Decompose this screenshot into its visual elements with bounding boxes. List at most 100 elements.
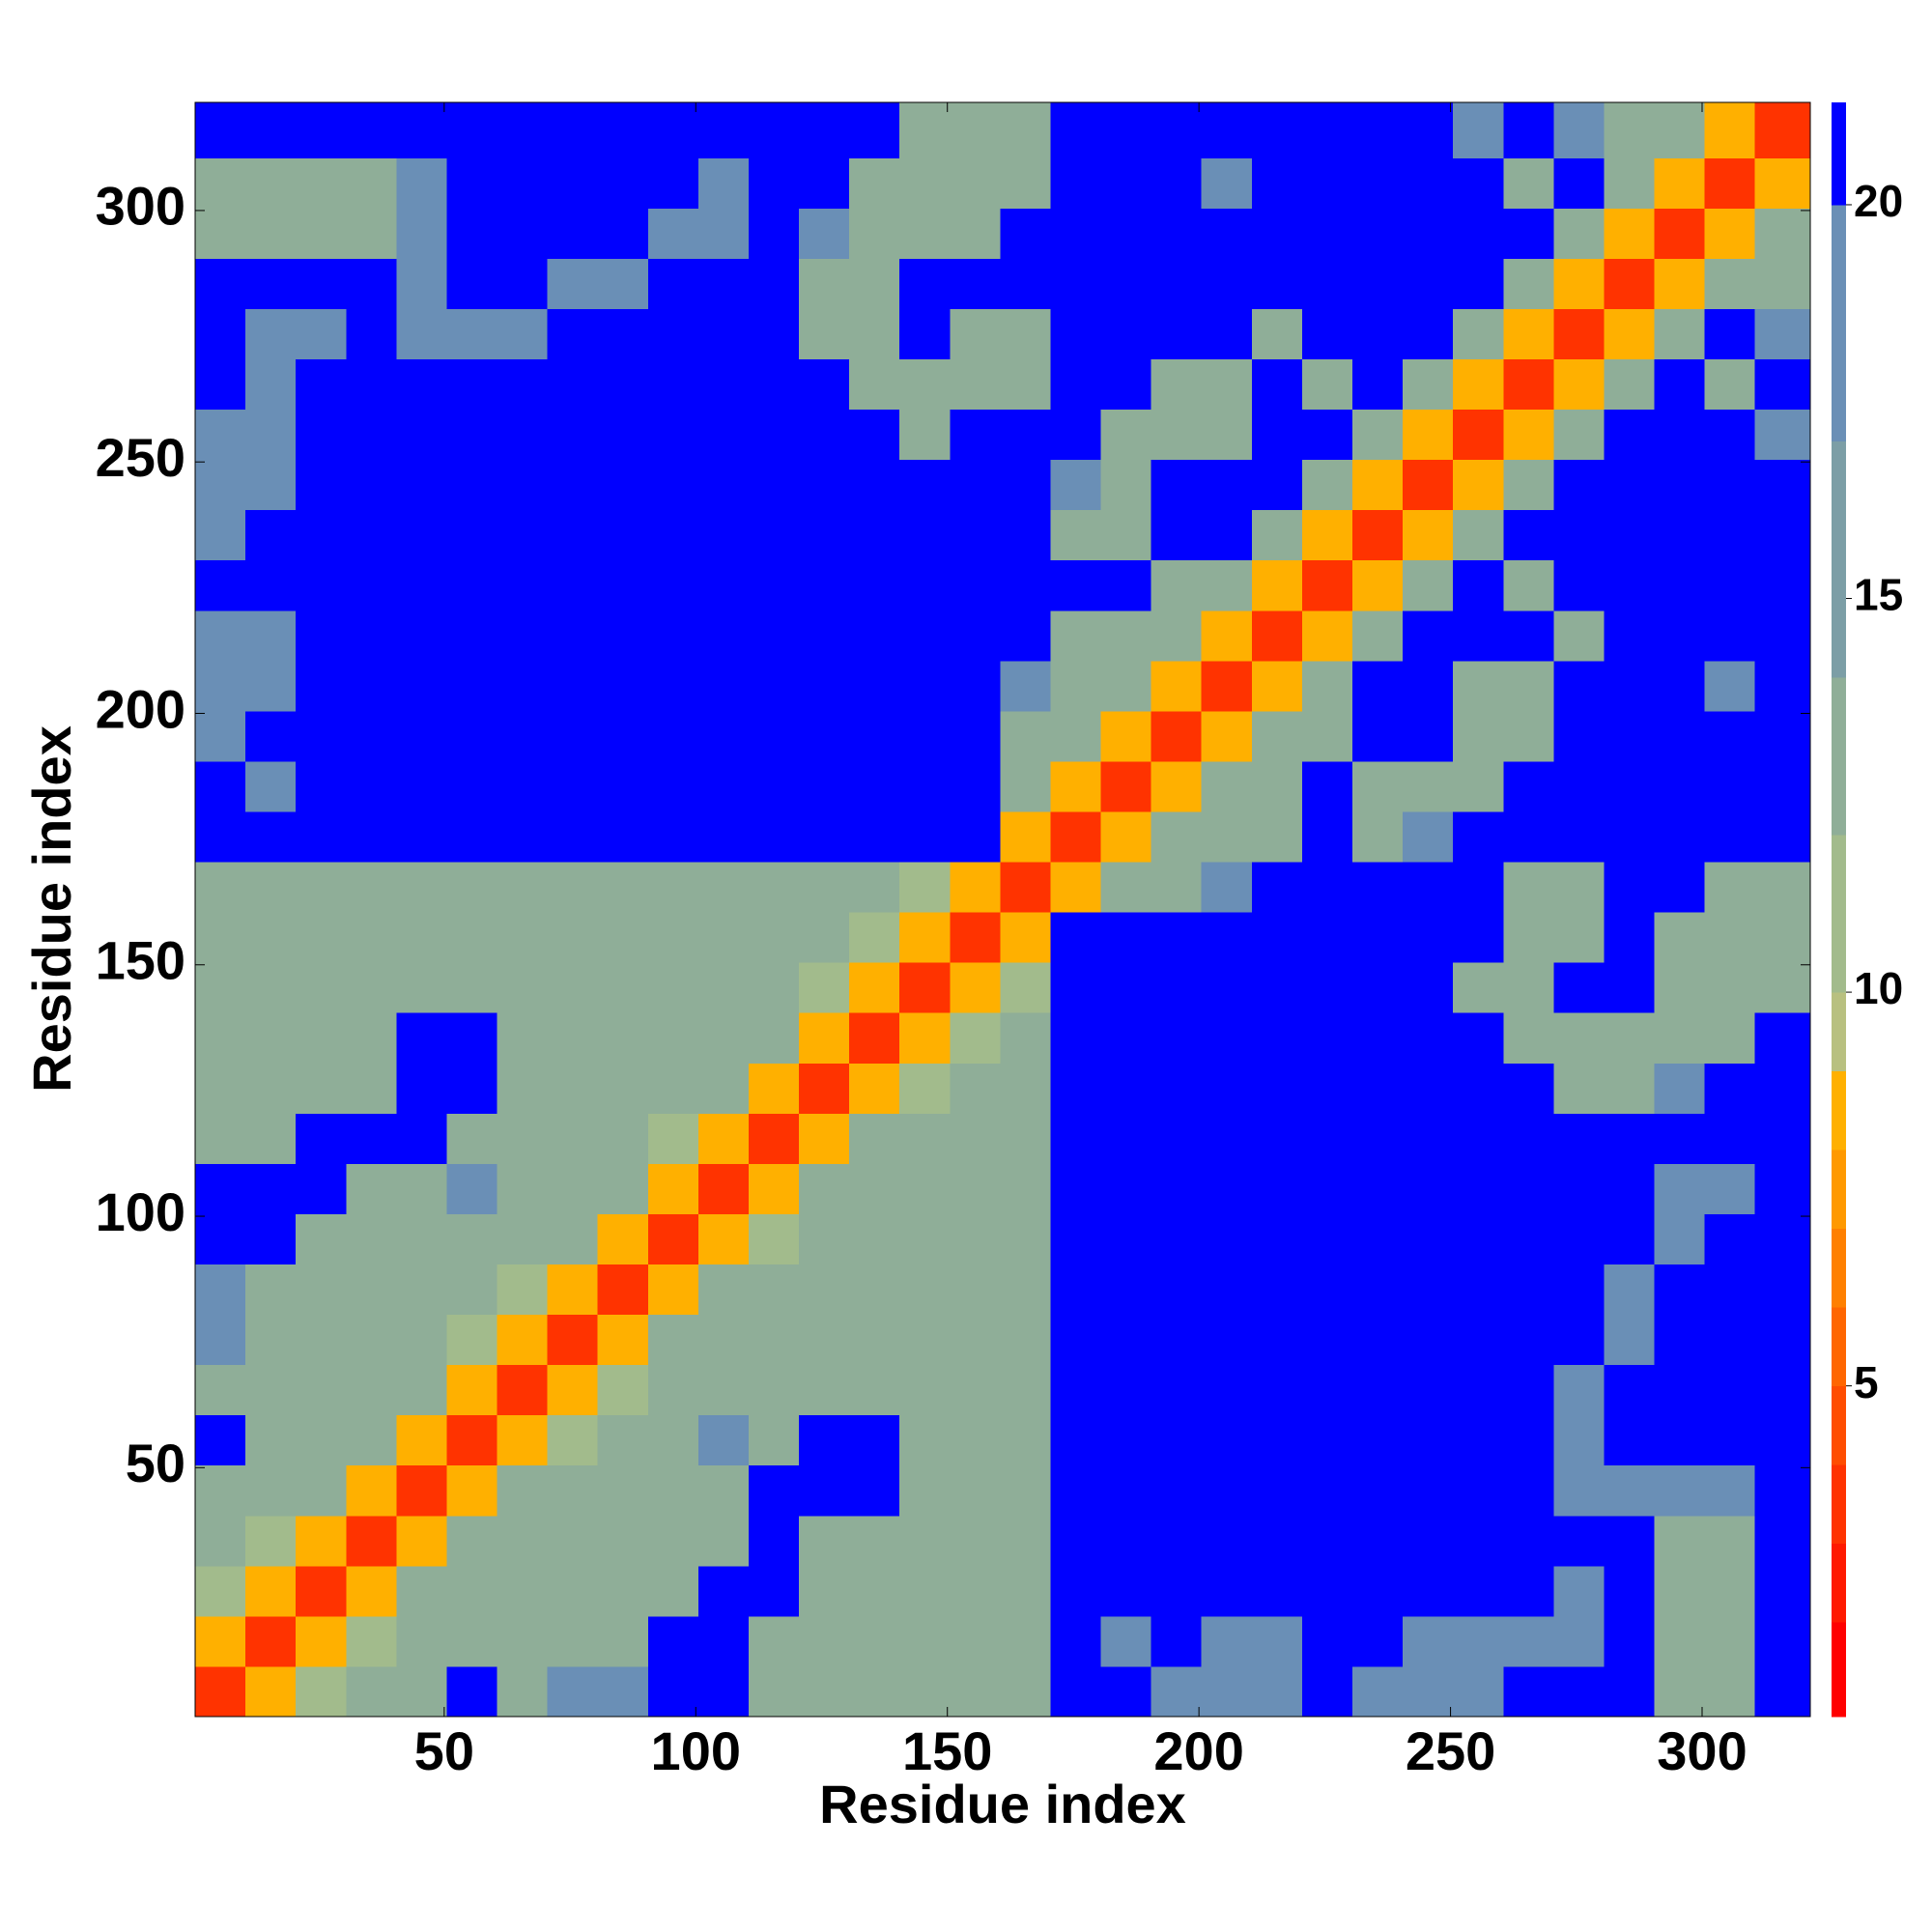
cell xyxy=(396,459,447,511)
cell xyxy=(1000,610,1051,662)
cell xyxy=(1704,1063,1756,1114)
cell xyxy=(1352,810,1404,863)
cell xyxy=(597,1063,649,1114)
cell xyxy=(497,660,549,712)
cell xyxy=(1704,459,1756,511)
cell xyxy=(1503,760,1554,812)
cell xyxy=(1453,962,1504,1013)
cell xyxy=(296,1515,347,1567)
cell xyxy=(1553,208,1605,259)
cell xyxy=(748,1213,800,1264)
cell xyxy=(647,1163,699,1214)
cell xyxy=(899,358,951,411)
cell xyxy=(1403,610,1454,662)
cell xyxy=(1251,1063,1303,1114)
cell xyxy=(1000,912,1051,963)
cell xyxy=(296,308,347,359)
cell xyxy=(1000,1213,1051,1264)
cell xyxy=(1352,1264,1404,1316)
cell xyxy=(1301,208,1353,259)
cell xyxy=(1251,1515,1303,1567)
cell xyxy=(597,157,649,209)
cell xyxy=(950,1515,1001,1567)
cell xyxy=(1754,1364,1811,1416)
cell xyxy=(1403,1163,1454,1214)
y-axis-title: Residue index xyxy=(21,725,82,1093)
cell xyxy=(1553,559,1605,611)
cell xyxy=(1251,1012,1303,1064)
cell xyxy=(1553,157,1605,209)
x-axis-title: Residue index xyxy=(819,1774,1186,1834)
cell xyxy=(346,1464,397,1517)
cell xyxy=(1000,660,1051,712)
cell xyxy=(950,1615,1001,1667)
cell xyxy=(1553,308,1605,359)
cell xyxy=(1553,1113,1605,1164)
cell xyxy=(245,1063,297,1114)
cell xyxy=(647,912,699,963)
cell xyxy=(547,1012,599,1064)
cell xyxy=(647,1515,699,1567)
cell xyxy=(1100,157,1152,209)
cell xyxy=(1654,1163,1706,1214)
cell xyxy=(1151,1264,1203,1316)
cell xyxy=(1704,1364,1756,1416)
cell xyxy=(647,760,699,812)
cell xyxy=(1050,157,1102,209)
cell xyxy=(1352,559,1404,611)
cell xyxy=(697,1113,750,1164)
cell xyxy=(396,1012,447,1064)
cell xyxy=(1201,862,1253,913)
cell xyxy=(697,1565,750,1617)
cell xyxy=(647,459,699,511)
cell xyxy=(1704,1113,1756,1164)
cell xyxy=(1251,308,1303,359)
cell xyxy=(849,610,900,662)
cell xyxy=(296,157,347,209)
cell xyxy=(1754,1414,1811,1466)
cell xyxy=(296,1113,347,1164)
cell xyxy=(195,358,246,411)
cell xyxy=(1453,208,1504,259)
cell xyxy=(647,102,699,158)
cell xyxy=(597,610,649,662)
cell xyxy=(1704,358,1756,411)
cell xyxy=(1151,1314,1203,1366)
cell xyxy=(1301,1414,1353,1466)
cell xyxy=(1151,1515,1203,1567)
cell xyxy=(1754,862,1811,913)
cell xyxy=(1000,962,1051,1013)
cell xyxy=(1251,912,1303,963)
cell xyxy=(1453,258,1504,309)
cell xyxy=(346,258,397,309)
cell xyxy=(1000,1163,1051,1214)
cell xyxy=(849,660,900,712)
cell xyxy=(1604,1464,1656,1517)
cell xyxy=(1251,459,1303,511)
cell xyxy=(1100,308,1152,359)
cell xyxy=(497,810,549,863)
cell xyxy=(497,1063,549,1114)
cell xyxy=(1503,1063,1554,1114)
cell xyxy=(1604,1063,1656,1114)
cell xyxy=(497,559,549,611)
cell xyxy=(1201,1565,1253,1617)
cell xyxy=(195,1314,246,1366)
cell xyxy=(799,862,850,913)
cell xyxy=(1704,1163,1756,1214)
cell xyxy=(195,1012,246,1064)
cell xyxy=(296,1264,347,1316)
cell xyxy=(1301,459,1353,511)
cell xyxy=(1000,1665,1051,1718)
cell xyxy=(597,208,649,259)
cell xyxy=(1000,308,1051,359)
cell xyxy=(697,258,750,309)
cell xyxy=(1754,760,1811,812)
cell xyxy=(1301,308,1353,359)
cell xyxy=(1453,308,1504,359)
cell xyxy=(1352,1163,1404,1214)
cell xyxy=(1503,962,1554,1013)
cell xyxy=(1754,102,1811,158)
cell xyxy=(799,610,850,662)
cell xyxy=(799,1213,850,1264)
